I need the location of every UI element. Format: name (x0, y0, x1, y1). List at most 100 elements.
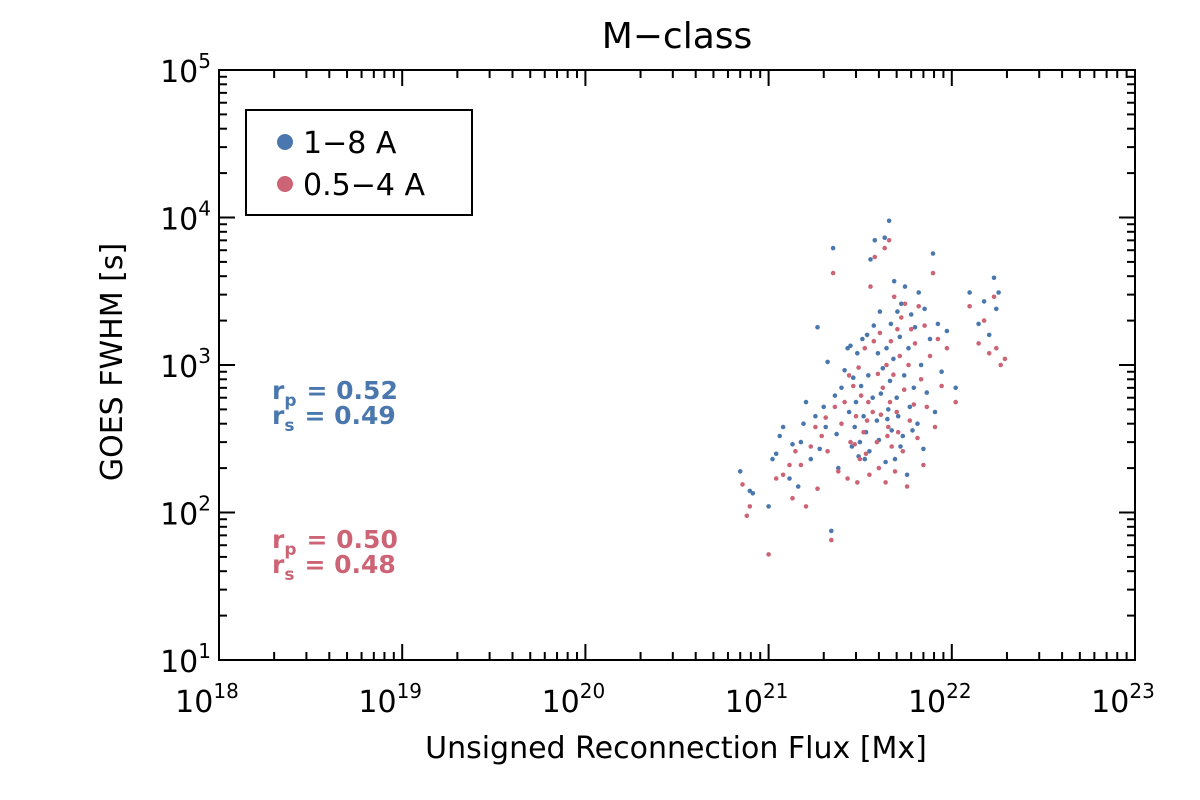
legend-box (245, 109, 473, 216)
point-1-8a (880, 366, 886, 371)
point-05-4a (924, 404, 930, 410)
point-05-4a (885, 433, 890, 439)
point-1-8a (825, 359, 830, 365)
point-05-4a (819, 433, 824, 439)
point-05-4a (787, 462, 792, 468)
point-1-8a (911, 385, 917, 391)
point-05-4a (864, 418, 870, 423)
point-05-4a (855, 480, 860, 485)
y-tick-label: 105 (160, 49, 211, 90)
point-1-8a (829, 528, 834, 534)
point-1-8a (750, 491, 756, 496)
point-05-4a (886, 238, 892, 243)
point-05-4a (829, 537, 834, 543)
point-05-4a (790, 495, 795, 501)
point-1-8a (967, 290, 972, 295)
point-1-8a (868, 257, 873, 262)
point-1-8a (907, 404, 913, 410)
point-1-8a (906, 345, 911, 351)
axes-layer: 1018 1019 1020 1021 1022 1023 101 102 103 104 105 (160, 49, 1155, 720)
point-1-8a (895, 413, 901, 419)
point-1-8a (795, 484, 801, 489)
point-1-8a (886, 407, 891, 412)
x-tick-label: 1023 (1091, 679, 1155, 720)
point-1-8a (915, 421, 920, 427)
point-1-8a (867, 449, 872, 454)
point-05-4a (912, 341, 918, 346)
point-1-8a (862, 456, 868, 462)
point-1-8a (877, 309, 883, 314)
point-1-8a (908, 312, 914, 317)
legend-marker-1-8a (277, 134, 293, 150)
point-05-4a (793, 449, 798, 454)
point-05-4a (853, 413, 859, 419)
plot-frame (218, 69, 1136, 661)
point-05-4a (981, 318, 987, 323)
y-tick-label: 103 (160, 344, 211, 385)
point-1-8a (790, 442, 795, 447)
point-1-8a (904, 472, 910, 478)
point-1-8a (898, 444, 903, 449)
point-05-4a (935, 336, 941, 342)
point-05-4a (895, 429, 901, 435)
pearson-r-blue: rp = 0.52 (272, 376, 398, 411)
point-05-4a (863, 451, 869, 457)
point-05-4a (1002, 356, 1008, 362)
point-05-4a (883, 480, 888, 485)
point-1-8a (801, 421, 806, 427)
point-1-8a (892, 456, 898, 462)
point-1-8a (851, 375, 856, 381)
point-1-8a (916, 290, 921, 295)
point-1-8a (895, 309, 900, 314)
point-05-4a (986, 351, 992, 356)
pearson-r-red: rp = 0.50 (272, 525, 398, 560)
point-05-4a (867, 472, 872, 478)
point-05-4a (902, 301, 908, 307)
point-05-4a (930, 270, 936, 276)
point-1-8a (858, 383, 864, 389)
point-1-8a (935, 321, 941, 327)
point-05-4a (991, 294, 997, 300)
point-05-4a (803, 504, 809, 509)
point-1-8a (883, 459, 888, 465)
point-05-4a (798, 462, 804, 468)
point-05-4a (882, 245, 887, 251)
point-1-8a (842, 368, 847, 373)
point-05-4a (880, 385, 886, 391)
point-05-4a (944, 345, 950, 351)
point-1-8a (930, 251, 936, 256)
point-05-4a (874, 439, 880, 445)
point-1-8a (770, 456, 775, 462)
point-1-8a (853, 399, 859, 405)
point-1-8a (900, 433, 906, 439)
point-05-4a (773, 476, 779, 481)
point-05-4a (857, 456, 863, 462)
point-1-8a (912, 325, 918, 330)
point-05-4a (895, 326, 900, 332)
point-05-4a (848, 439, 853, 445)
point-05-4a (825, 449, 830, 454)
point-05-4a (839, 421, 844, 427)
point-1-8a (910, 428, 915, 433)
x-axis-label: Unsigned Reconnection Flux [Mx] (425, 731, 927, 766)
point-05-4a (836, 469, 841, 474)
point-1-8a (813, 413, 818, 419)
point-1-8a (766, 504, 771, 509)
point-05-4a (861, 429, 866, 435)
correlation-annotation-05-4a: rp = 0.50 rs = 0.48 (272, 525, 398, 585)
point-05-4a (900, 449, 906, 454)
y-axis-label: GOES FWHM [s] (95, 243, 130, 481)
point-1-8a (981, 299, 987, 304)
point-05-4a (884, 362, 889, 368)
point-05-4a (875, 371, 881, 377)
x-tick-label: 1021 (725, 679, 789, 720)
point-05-4a (868, 284, 873, 289)
point-1-8a (852, 424, 857, 430)
point-05-4a (932, 424, 938, 430)
point-1-8a (882, 235, 887, 240)
point-1-8a (891, 356, 896, 362)
point-05-4a (888, 338, 894, 344)
point-1-8a (902, 284, 908, 289)
point-1-8a (944, 328, 950, 334)
